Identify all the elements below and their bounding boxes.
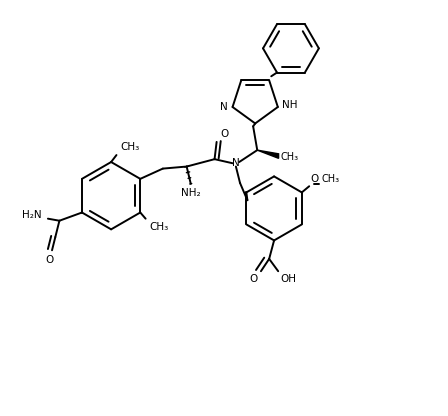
Text: CH₃: CH₃	[150, 222, 169, 232]
Text: O: O	[311, 174, 319, 184]
Text: O: O	[250, 275, 258, 285]
Text: O: O	[220, 129, 228, 139]
Text: CH₃: CH₃	[121, 142, 140, 152]
Text: O: O	[46, 255, 54, 265]
Text: NH: NH	[282, 100, 297, 110]
Text: OH: OH	[280, 274, 296, 284]
Text: H₂N: H₂N	[22, 210, 42, 220]
Text: N: N	[232, 158, 240, 168]
Polygon shape	[257, 150, 279, 158]
Text: NH₂: NH₂	[181, 188, 201, 198]
Text: CH₃: CH₃	[322, 174, 340, 184]
Text: N: N	[220, 102, 228, 112]
Text: CH₃: CH₃	[280, 152, 299, 162]
